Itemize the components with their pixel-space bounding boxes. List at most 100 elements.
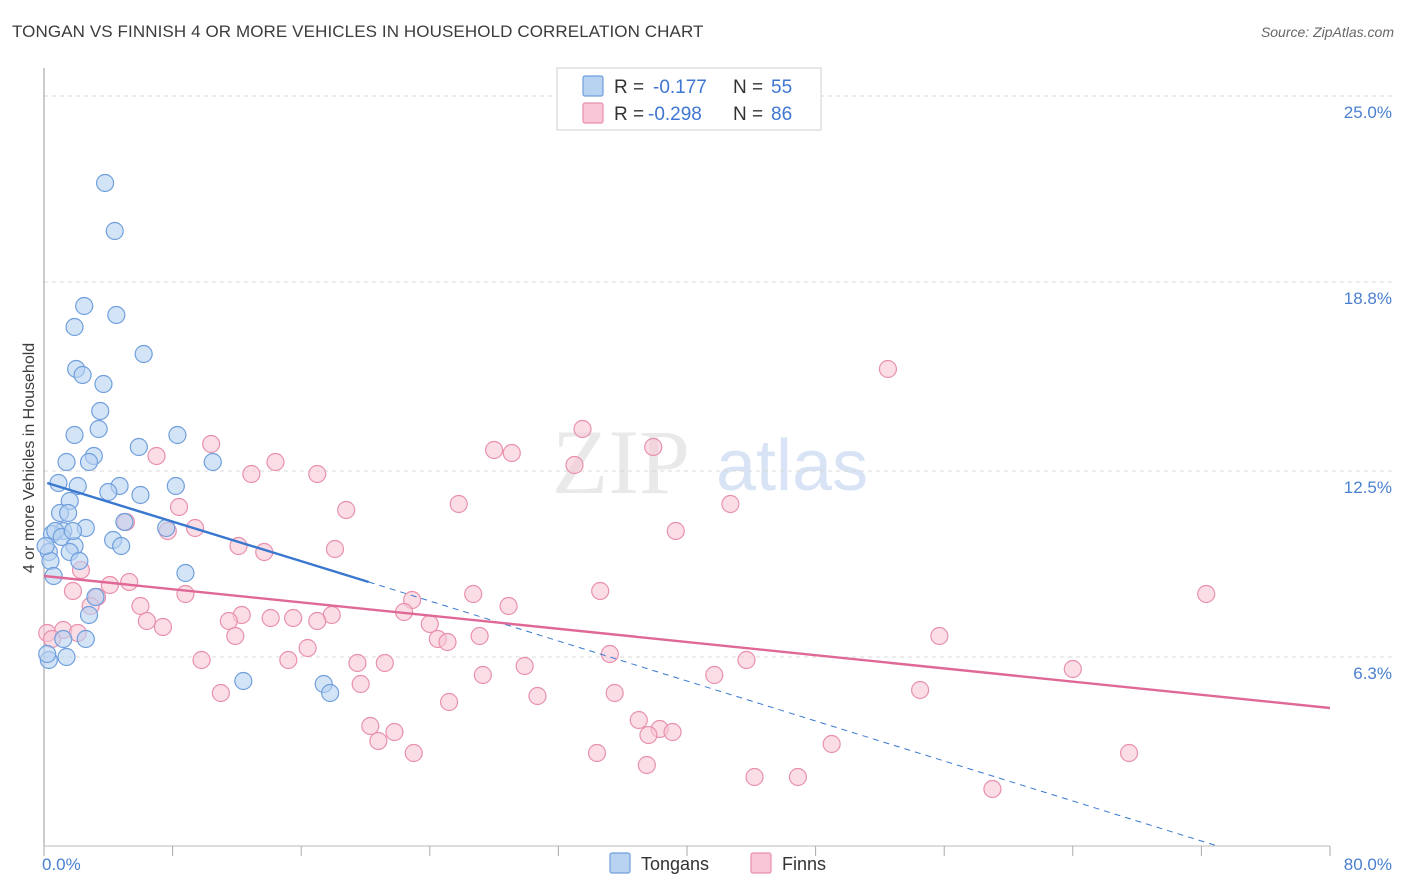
finns-point [721,494,740,514]
legend-n-value-tongans: 55 [771,77,792,98]
tongans-point [89,419,108,439]
x-tick-label-max: 80.0% [1344,855,1392,874]
tongans-point [63,521,83,541]
finns-point [137,611,156,631]
tongans-point [91,401,110,421]
legend-n-value-finns: 86 [771,104,792,125]
finns-point [745,767,764,787]
legend-r-label-finns: R = [614,104,644,125]
tongans-point [112,536,131,556]
tongans-point [57,452,76,472]
finns-point [351,674,370,694]
finns-point [705,665,724,685]
tongans-point [79,452,99,472]
y-axis-label: 4 or more Vehicles in Household [21,343,38,573]
legend-n-label-finns: N = [733,104,763,125]
y-tick-label: 25.0% [1344,103,1392,122]
bottom-legend-label-finns: Finns [782,854,826,874]
tongans-point [321,683,340,703]
bottom-legend-swatch-tongans [609,852,631,874]
finns-point [1063,659,1082,679]
y-tick-label: 6.3% [1353,664,1392,683]
finns-point [284,608,303,628]
tongans-point [76,629,95,649]
tongans-point [57,647,76,667]
finns-point [63,581,83,601]
tongans-trend-extension [368,581,1218,847]
finns-point [910,680,930,700]
tongans-point [168,425,187,445]
finns-point [438,632,457,652]
finns-point [308,611,327,631]
finns-point [169,497,189,517]
finns-point [153,617,173,637]
legend-n-label-tongans: N = [733,77,763,98]
finns-point [499,596,518,616]
finns-point [100,575,120,595]
tongans-point [54,629,73,649]
tongans-point [73,365,92,385]
y-tick-label: 12.5% [1344,478,1392,497]
finns-point [325,539,345,559]
legend: R = -0.177 N = 55 R = -0.298 N = 86 [556,67,822,131]
finns-point [565,455,584,475]
finns-point [528,686,547,706]
tongans-point [234,671,253,691]
finns-point [385,722,404,742]
finns-point [211,683,230,703]
finns-point [337,500,356,520]
finns-point [202,434,221,454]
finns-point [473,665,492,685]
legend-swatch-finns [582,102,604,124]
tongans-point [94,374,113,394]
finns-point [1197,584,1216,604]
tongans-trend-line [46,481,370,584]
finns-point [637,755,656,775]
finns-point [737,650,756,670]
finns-point [639,725,658,745]
finns-point [470,626,489,646]
finns-point [822,734,841,754]
chart-title: TONGAN VS FINNISH 4 OR MORE VEHICLES IN … [12,22,704,41]
source-credit: Source: ZipAtlas.com [1260,24,1394,40]
tongans-point [65,425,84,445]
finns-point [226,626,245,646]
tongans-point [131,485,150,505]
tongans-point [176,563,195,583]
legend-swatch-tongans [582,75,604,97]
finns-point [131,596,150,616]
tongans-point [203,452,222,472]
finns-point [930,626,949,646]
finns-point [348,653,367,673]
finns-point [591,581,610,601]
finns-point [449,494,468,514]
tongans-point [79,605,99,625]
finns-point [242,464,261,484]
finns-point [983,779,1002,799]
finns-point [404,743,423,763]
finns-point [361,716,380,736]
legend-r-value-tongans: -0.177 [653,77,707,98]
watermark-atlas: atlas [716,426,868,506]
finns-point [279,650,298,670]
finns-point [663,722,682,742]
finns-point [878,359,898,379]
tongans-point [129,437,148,457]
tongans-point [86,587,105,607]
finns-point [439,692,459,712]
finns-point [464,584,483,604]
finns-point [502,443,521,463]
finns-point [192,650,211,670]
tongans-point [59,503,78,523]
finns-point [1119,743,1139,763]
tongans-point [36,536,55,556]
tongans-point [166,476,185,496]
tongans-point [70,551,89,571]
watermark: ZIP atlas [552,411,868,513]
finns-point [176,584,195,604]
trend-lines [43,481,1331,847]
x-axis-ticks [43,846,1331,856]
finns-point [605,683,624,703]
tongans-point [41,551,60,571]
finns-point [147,446,166,466]
